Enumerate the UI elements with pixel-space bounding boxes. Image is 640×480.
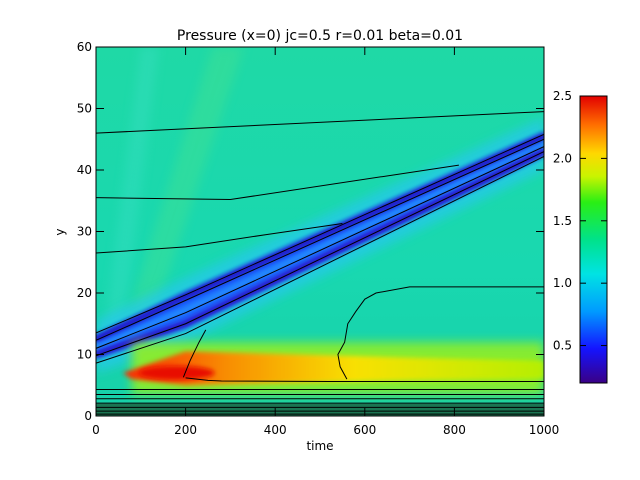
y-tick-label: 10 [77,348,92,362]
warm-layer-inner [122,351,544,386]
x-tick-label: 400 [264,423,287,437]
y-tick-label: 40 [77,163,92,177]
x-tick-label: 200 [174,423,197,437]
contour-line-3 [96,133,544,334]
colorbar-tick-label: 1.5 [553,214,572,228]
contour-line-0 [96,111,544,134]
field-streak-b [104,47,159,330]
y-axis: 0 10 20 30 40 50 60 [77,40,544,423]
contour-line-5 [96,146,544,349]
contour-line-7 [96,156,544,364]
contour-line-6 [96,151,544,357]
heatmap-field [96,47,544,416]
x-axis: 0 200 400 600 800 1000 [92,47,559,437]
y-tick-label: 50 [77,102,92,116]
hot-core [138,365,215,380]
colorbar-gradient [579,95,608,384]
colorbar: 0.5 1.0 1.5 2.0 2.5 [553,89,608,384]
contour-line-4 [96,138,544,341]
colorbar-ticks: 0.5 1.0 1.5 2.0 2.5 [553,89,607,353]
y-axis-label: y [53,228,67,235]
x-axis-label: time [306,439,333,453]
colorbar-tick-label: 0.5 [553,339,572,353]
y-tick-label: 0 [84,409,92,423]
contour-line-8 [185,377,544,383]
contour-hot-edge [182,329,207,378]
contour-line-2 [96,223,343,254]
x-tick-label: 600 [353,423,376,437]
x-tick-label: 0 [92,423,100,437]
colorbar-tick-label: 2.5 [553,89,572,103]
y-tick-label: 30 [77,225,92,239]
band-center [96,142,544,349]
bottom-dense-layer [96,403,544,416]
colorbar-tick-label: 2.0 [553,151,572,165]
contour-lines [96,111,544,415]
y-tick-label: 20 [77,286,92,300]
contour-front [337,286,544,380]
y-tick-label: 60 [77,40,92,54]
chart-title: Pressure (x=0) jc=0.5 r=0.01 beta=0.01 [177,28,463,44]
colorbar-tick-label: 1.0 [553,276,572,290]
x-tick-label: 800 [443,423,466,437]
field-streak-a [122,47,244,330]
heatmap-plot-area [96,47,544,416]
contour-line-1 [96,164,459,201]
band-core-upper [96,132,544,343]
x-tick-label: 1000 [529,423,560,437]
